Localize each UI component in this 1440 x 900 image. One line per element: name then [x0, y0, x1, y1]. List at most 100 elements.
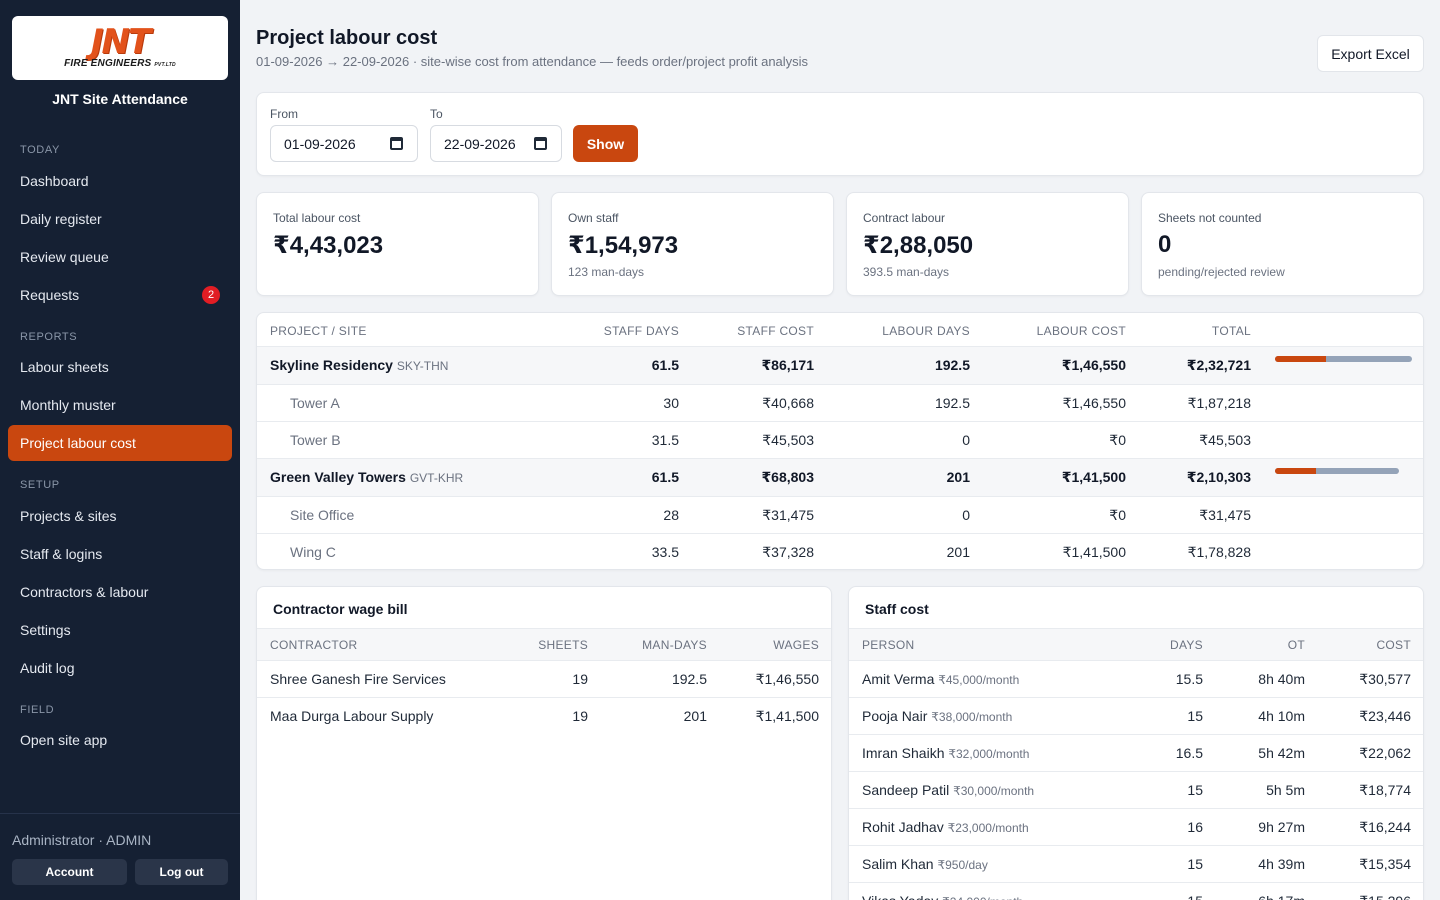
- sidebar-item-monthly-muster[interactable]: Monthly muster: [8, 387, 232, 423]
- staff-days: 15.5: [1175, 671, 1203, 687]
- project-staff-cost: ₹86,171: [761, 357, 814, 373]
- logo-subtitle: FIRE ENGINEERS PVT.LTD: [64, 58, 176, 69]
- project-name[interactable]: Green Valley Towers GVT-KHR: [270, 469, 464, 485]
- sidebar-item-open-site-app[interactable]: Open site app: [8, 722, 232, 758]
- divider: [849, 734, 1423, 735]
- staff-name: Pooja Nair: [862, 708, 928, 724]
- account-button[interactable]: Account: [12, 859, 127, 885]
- sidebar-item-daily-register[interactable]: Daily register: [8, 201, 232, 237]
- staff-ot: 6h 17m: [1258, 893, 1305, 900]
- sidebar-item-dashboard[interactable]: Dashboard: [8, 163, 232, 199]
- staff-cost-card: Staff cost PERSON DAYS OT COST Amit Verm…: [848, 586, 1424, 900]
- sidebar-item-settings[interactable]: Settings: [8, 612, 232, 648]
- sidebar-item-audit-log[interactable]: Audit log: [8, 650, 232, 686]
- stat-value: ₹2,88,050: [863, 232, 974, 259]
- sidebar-item-label: Dashboard: [20, 173, 89, 189]
- staff-ot: 4h 39m: [1258, 856, 1305, 872]
- staff-rate: ₹950/day: [937, 858, 988, 872]
- staff-person[interactable]: Pooja Nair ₹38,000/month: [862, 708, 1012, 724]
- staff-person[interactable]: Amit Verma ₹45,000/month: [862, 671, 1019, 687]
- staff-person[interactable]: Rohit Jadhav ₹23,000/month: [862, 819, 1029, 835]
- stat-value: ₹1,54,973: [568, 232, 679, 259]
- staff-cost: ₹22,062: [1359, 745, 1411, 761]
- project-labour-cost: ₹1,46,550: [1061, 357, 1126, 373]
- project-staff-days: 61.5: [651, 469, 679, 485]
- cost-split-bar: [1275, 468, 1399, 474]
- staff-ot: 5h 42m: [1258, 745, 1305, 761]
- stat-value: ₹4,43,023: [273, 232, 384, 259]
- site-name[interactable]: Tower B: [290, 432, 341, 448]
- site-staff-days: 31.5: [651, 432, 679, 448]
- staff-name: Imran Shaikh: [862, 745, 945, 761]
- stat-label: Contract labour: [863, 211, 946, 225]
- app-title: JNT Site Attendance: [52, 91, 188, 107]
- sidebar-item-requests[interactable]: Requests 2: [8, 277, 232, 313]
- divider: [849, 882, 1423, 883]
- show-button[interactable]: Show: [573, 125, 638, 162]
- contractor-name[interactable]: Shree Ganesh Fire Services: [270, 671, 446, 687]
- logout-button[interactable]: Log out: [135, 859, 228, 885]
- column-header: CONTRACTOR: [270, 638, 358, 652]
- sidebar-item-staff-logins[interactable]: Staff & logins: [8, 536, 232, 572]
- staff-person[interactable]: Imran Shaikh ₹32,000/month: [862, 745, 1029, 761]
- staff-name: Vikas Yadav: [862, 893, 938, 900]
- export-excel-button[interactable]: Export Excel: [1317, 35, 1424, 72]
- sidebar-footer: Administrator · ADMIN Account Log out: [0, 813, 240, 900]
- to-date-input[interactable]: 22-09-2026: [430, 125, 562, 162]
- sidebar-item-label: Project labour cost: [20, 435, 136, 451]
- calendar-icon[interactable]: [390, 137, 403, 150]
- column-header: OT: [1287, 638, 1305, 652]
- site-total: ₹31,475: [1199, 507, 1251, 523]
- site-labour-days: 192.5: [934, 395, 970, 411]
- sidebar-item-review-queue[interactable]: Review queue: [8, 239, 232, 275]
- project-total: ₹2,10,303: [1186, 469, 1251, 485]
- sidebar-item-label: Open site app: [20, 732, 108, 748]
- site-name[interactable]: Site Office: [290, 507, 355, 523]
- stat-card-sheets-not-counted: Sheets not counted 0 pending/rejected re…: [1141, 192, 1424, 296]
- staff-rate: ₹45,000/month: [938, 673, 1020, 687]
- divider: [257, 628, 831, 629]
- sidebar-item-labour-sheets[interactable]: Labour sheets: [8, 349, 232, 385]
- sidebar-item-label: Projects & sites: [20, 508, 117, 524]
- project-row-bg: [257, 347, 1423, 384]
- calendar-icon[interactable]: [534, 137, 547, 150]
- site-labour-cost: ₹1,46,550: [1062, 395, 1126, 411]
- project-name[interactable]: Skyline Residency SKY-THN: [270, 357, 449, 373]
- sidebar-item-label: Staff & logins: [20, 546, 103, 562]
- site-staff-cost: ₹31,475: [762, 507, 814, 523]
- divider: [257, 421, 1423, 422]
- site-labour-cost: ₹0: [1109, 432, 1126, 448]
- project-labour-days: 201: [946, 469, 970, 485]
- card-title: Contractor wage bill: [273, 601, 408, 617]
- company-logo[interactable]: JNT FIRE ENGINEERS PVT.LTD: [12, 16, 228, 80]
- divider: [849, 808, 1423, 809]
- sidebar-item-projects-sites[interactable]: Projects & sites: [8, 498, 232, 534]
- site-staff-days: 28: [663, 507, 679, 523]
- column-header: MAN-DAYS: [642, 638, 707, 652]
- from-date-input[interactable]: 01-09-2026: [270, 125, 418, 162]
- site-name[interactable]: Wing C: [290, 544, 336, 560]
- stat-note: pending/rejected review: [1158, 265, 1285, 279]
- nav-section-field: FIELD: [20, 704, 55, 716]
- staff-ot: 4h 10m: [1258, 708, 1305, 724]
- sidebar-item-label: Contractors & labour: [20, 584, 149, 600]
- contractor-name[interactable]: Maa Durga Labour Supply: [270, 708, 434, 724]
- sidebar-item-project-labour-cost[interactable]: Project labour cost: [8, 425, 232, 461]
- site-labour-cost: ₹0: [1109, 507, 1126, 523]
- staff-person[interactable]: Salim Khan ₹950/day: [862, 856, 988, 872]
- contractor-sheets: 19: [572, 671, 588, 687]
- staff-name: Amit Verma: [862, 671, 935, 687]
- staff-cost: ₹30,577: [1359, 671, 1411, 687]
- sidebar-item-contractors-labour[interactable]: Contractors & labour: [8, 574, 232, 610]
- sidebar-item-label: Settings: [20, 622, 71, 638]
- staff-days: 15: [1187, 708, 1203, 724]
- site-labour-days: 201: [946, 544, 970, 560]
- staff-person[interactable]: Sandeep Patil ₹30,000/month: [862, 782, 1034, 798]
- staff-person[interactable]: Vikas Yadav ₹24,000/month: [862, 893, 1023, 900]
- contractor-man-days: 192.5: [671, 671, 707, 687]
- cost-split-bar: [1275, 356, 1412, 362]
- project-labour-cost: ₹1,41,500: [1061, 469, 1126, 485]
- stat-note: 393.5 man-days: [863, 265, 950, 279]
- site-labour-cost: ₹1,41,500: [1062, 544, 1126, 560]
- site-name[interactable]: Tower A: [290, 395, 340, 411]
